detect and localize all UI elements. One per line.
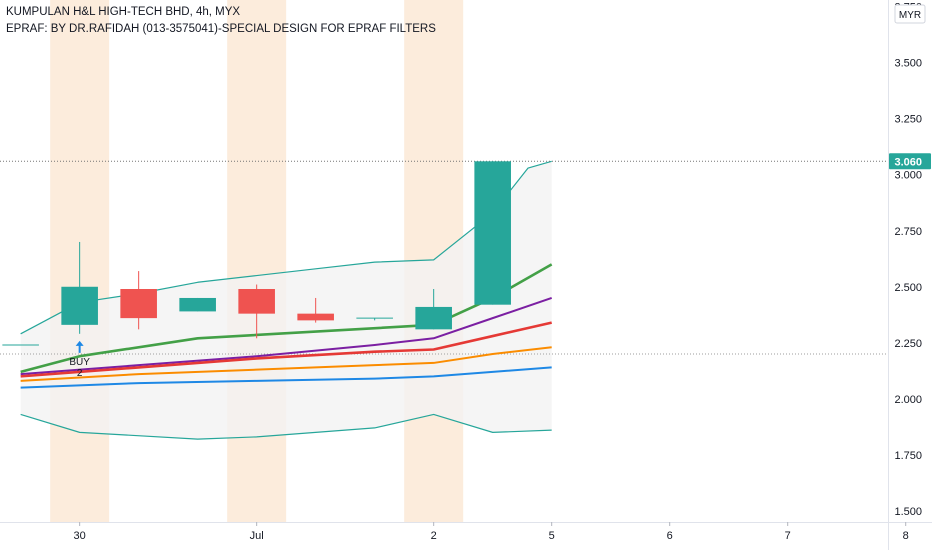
x-tick-label-0: 30 (74, 530, 86, 542)
ma-line-1 (20, 297, 553, 376)
time-axis-panel (0, 522, 888, 550)
candle-body-2 (120, 289, 157, 319)
y-tick-label-5: 2.750 (894, 226, 922, 238)
ma-line-4 (20, 366, 552, 389)
y-tick-label-0: 1.500 (894, 506, 922, 518)
channel-band (20, 161, 552, 440)
current-price-tag (889, 153, 931, 170)
candle-5 (297, 297, 334, 323)
ma-line-2 (20, 321, 552, 378)
buy-signal-count: 2 (77, 368, 83, 379)
x-tick-label-6: 8 (903, 530, 909, 542)
ma-line-3 (20, 346, 552, 382)
buy-signal-label: BUY (69, 357, 90, 368)
currency-badge[interactable]: MYR (894, 4, 926, 24)
y-tick-label-8: 3.500 (894, 58, 922, 70)
candle-8 (474, 161, 511, 305)
x-tick-label-4: 6 (667, 530, 673, 542)
candle-4 (238, 284, 275, 339)
candle-6 (356, 317, 393, 321)
y-tick-label-7: 3.250 (894, 114, 922, 126)
candle-body-1 (61, 286, 98, 325)
channel-lower-line (20, 413, 552, 440)
candle-body-4 (238, 289, 275, 314)
session-highlight-1 (227, 0, 287, 522)
currency-badge-box (894, 4, 926, 24)
indicator-title: EPRAF: BY DR.RAFIDAH (013-3575041)-SPECI… (6, 23, 436, 35)
candle-body-8 (474, 161, 511, 305)
x-tick-label-1: Jul (250, 530, 264, 542)
y-tick-label-3: 2.250 (894, 338, 922, 350)
x-tick-label-3: 5 (549, 530, 555, 542)
symbol-title: KUMPULAN H&L HIGH-TECH BHD, 4h, MYX (6, 6, 241, 18)
price-axis-panel (888, 0, 932, 550)
buy-arrow-icon (75, 340, 84, 353)
candle-2 (120, 271, 157, 330)
x-tick-label-2: 2 (431, 530, 437, 542)
candle-1 (61, 241, 98, 334)
candle-7 (415, 289, 452, 330)
candle-body-7 (415, 306, 452, 330)
candle-body-3 (179, 297, 216, 312)
candle-body-5 (297, 313, 334, 321)
y-tick-label-2: 2.000 (894, 394, 922, 406)
y-tick-label-1: 1.750 (894, 450, 922, 462)
y-tick-label-4: 2.500 (894, 282, 922, 294)
x-tick-label-5: 7 (785, 530, 791, 542)
currency-badge-label: MYR (899, 10, 921, 21)
current-price-label: 3.060 (894, 156, 922, 168)
y-tick-label-6: 3.000 (894, 170, 922, 182)
candle-3 (179, 297, 216, 312)
